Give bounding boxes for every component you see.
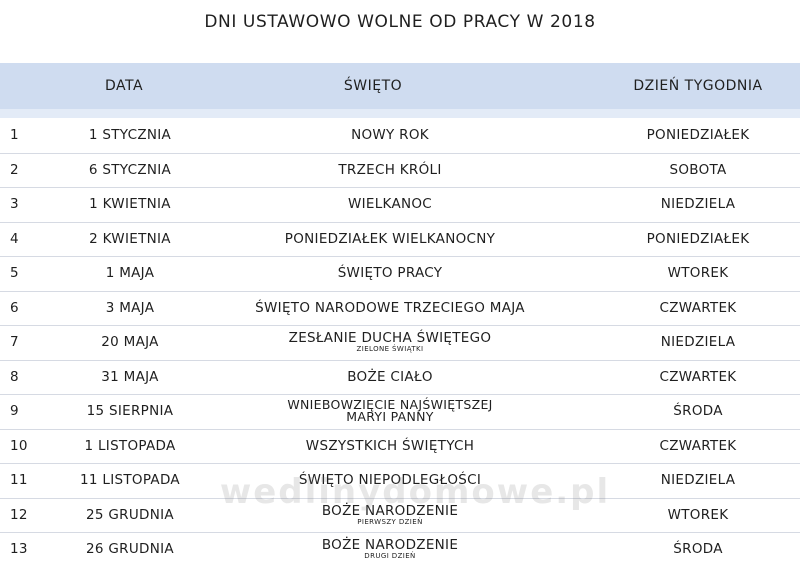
row-date: 20 MAJA bbox=[101, 334, 159, 350]
table-row: 12 25 GRUDNIA BOŻE NARODZENIE PIERWSZY DZ… bbox=[0, 498, 800, 533]
row-date: 31 MAJA bbox=[101, 368, 159, 385]
row-weekday: NIEDZIELA bbox=[660, 334, 736, 350]
holiday-name: WSZYSTKICH ŚWIĘTYCH bbox=[305, 437, 475, 454]
row-holiday: NOWY ROK bbox=[215, 118, 565, 152]
row-number: 6 bbox=[10, 299, 19, 316]
row-holiday: PONIEDZIAŁEK WIELKANOCNY bbox=[215, 222, 565, 256]
row-number: 13 bbox=[10, 541, 28, 557]
row-number: 4 bbox=[10, 230, 19, 247]
row-number: 2 bbox=[10, 161, 19, 178]
holiday-name: WNIEBOWZIĘCIE NAJŚWIĘTSZEJ MARYI PANNY bbox=[287, 396, 493, 424]
table-row: 8 31 MAJA BOŻE CIAŁO CZWARTEK bbox=[0, 360, 800, 395]
holiday-name: BOŻE CIAŁO bbox=[347, 368, 433, 385]
row-date: 25 GRUDNIA bbox=[86, 506, 174, 523]
holiday-name: ŚWIĘTO NIEPODLEGŁOŚCI bbox=[298, 472, 482, 488]
holiday-name: TRZECH KRÓLI bbox=[338, 161, 442, 178]
row-date: 6 STYCZNIA bbox=[88, 161, 172, 178]
row-number: 5 bbox=[10, 265, 19, 281]
row-weekday: WTOREK bbox=[667, 506, 729, 523]
row-date: 1 LISTOPADA bbox=[84, 437, 176, 454]
table-row: 6 3 MAJA ŚWIĘTO NARODOWE TRZECIEGO MAJA … bbox=[0, 291, 800, 326]
holiday-name: BOŻE NARODZENIE bbox=[321, 537, 459, 553]
row-number: 11 bbox=[10, 472, 28, 488]
row-holiday: TRZECH KRÓLI bbox=[215, 153, 565, 187]
row-weekday: PONIEDZIAŁEK bbox=[646, 127, 750, 143]
table-row: 5 1 MAJA ŚWIĘTO PRACY WTOREK bbox=[0, 256, 800, 292]
table-row: 9 15 SIERPNIA WNIEBOWZIĘCIE NAJŚWIĘTSZEJ… bbox=[0, 394, 800, 430]
row-holiday: ZESŁANIE DUCHA ŚWIĘTEGO ZIELONE ŚWIĄTKI bbox=[215, 325, 565, 359]
row-date: 2 KWIETNIA bbox=[89, 230, 171, 247]
holiday-subtitle: DRUGI DZIEŃ bbox=[364, 552, 416, 560]
row-date: 1 KWIETNIA bbox=[89, 196, 171, 212]
holiday-subtitle: PIERWSZY DZIEŃ bbox=[357, 517, 423, 526]
row-weekday: PONIEDZIAŁEK bbox=[646, 230, 750, 247]
table-row: 2 6 STYCZNIA TRZECH KRÓLI SOBOTA bbox=[0, 153, 800, 188]
row-weekday: NIEDZIELA bbox=[660, 472, 736, 488]
header-divider-band bbox=[0, 109, 800, 118]
row-date: 15 SIERPNIA bbox=[86, 403, 174, 419]
table-row: 7 20 MAJA ZESŁANIE DUCHA ŚWIĘTEGO ZIELONE… bbox=[0, 325, 800, 361]
row-number: 1 bbox=[10, 127, 19, 143]
table-row: 11 11 LISTOPADA ŚWIĘTO NIEPODLEGŁOŚCI NI… bbox=[0, 463, 800, 499]
row-weekday: ŚRODA bbox=[673, 403, 723, 419]
row-holiday: ŚWIĘTO NIEPODLEGŁOŚCI bbox=[215, 463, 565, 497]
holiday-name: WIELKANOC bbox=[347, 196, 433, 212]
holiday-name: ŚWIĘTO NARODOWE TRZECIEGO MAJA bbox=[255, 299, 525, 316]
row-holiday: ŚWIĘTO PRACY bbox=[215, 256, 565, 290]
row-date: 1 MAJA bbox=[105, 265, 155, 281]
header-holiday: ŚWIĘTO bbox=[343, 78, 403, 94]
holiday-name: BOŻE NARODZENIE bbox=[321, 502, 459, 519]
row-weekday: WTOREK bbox=[667, 265, 729, 281]
row-holiday: BOŻE NARODZENIE PIERWSZY DZIEŃ bbox=[215, 498, 565, 532]
row-date: 1 STYCZNIA bbox=[88, 127, 172, 143]
table-row: 4 2 KWIETNIA PONIEDZIAŁEK WIELKANOCNY PO… bbox=[0, 222, 800, 257]
table-row: 10 1 LISTOPADA WSZYSTKICH ŚWIĘTYCH CZWAR… bbox=[0, 429, 800, 464]
row-holiday: ŚWIĘTO NARODOWE TRZECIEGO MAJA bbox=[215, 291, 565, 325]
row-weekday: CZWARTEK bbox=[659, 368, 737, 385]
row-holiday: BOŻE CIAŁO bbox=[215, 360, 565, 394]
table-row: 13 26 GRUDNIA BOŻE NARODZENIE DRUGI DZIEŃ… bbox=[0, 532, 800, 567]
row-date: 3 MAJA bbox=[105, 299, 155, 316]
row-number: 9 bbox=[10, 403, 19, 419]
row-weekday: CZWARTEK bbox=[659, 437, 737, 454]
row-weekday: CZWARTEK bbox=[659, 299, 737, 316]
holiday-name: PONIEDZIAŁEK WIELKANOCNY bbox=[284, 230, 496, 247]
row-weekday: SOBOTA bbox=[669, 161, 727, 178]
holiday-name: ZESŁANIE DUCHA ŚWIĘTEGO bbox=[288, 330, 492, 346]
row-holiday: BOŻE NARODZENIE DRUGI DZIEŃ bbox=[215, 532, 565, 566]
row-weekday: ŚRODA bbox=[673, 541, 723, 557]
row-date: 26 GRUDNIA bbox=[86, 541, 174, 557]
page-title: DNI USTAWOWO WOLNE OD PRACY W 2018 bbox=[204, 12, 596, 32]
row-number: 7 bbox=[10, 334, 19, 350]
row-weekday: NIEDZIELA bbox=[660, 196, 736, 212]
row-number: 3 bbox=[10, 196, 19, 212]
row-number: 10 bbox=[10, 437, 28, 454]
row-holiday: WSZYSTKICH ŚWIĘTYCH bbox=[215, 429, 565, 463]
row-holiday: WIELKANOC bbox=[215, 187, 565, 221]
row-number: 8 bbox=[10, 368, 19, 385]
table-row: 3 1 KWIETNIA WIELKANOC NIEDZIELA bbox=[0, 187, 800, 223]
holiday-name: NOWY ROK bbox=[351, 127, 429, 143]
holiday-name: ŚWIĘTO PRACY bbox=[337, 265, 443, 281]
header-date: DATA bbox=[104, 78, 144, 94]
row-holiday: WNIEBOWZIĘCIE NAJŚWIĘTSZEJ MARYI PANNY bbox=[215, 394, 565, 428]
holiday-subtitle: ZIELONE ŚWIĄTKI bbox=[356, 345, 424, 353]
row-date: 11 LISTOPADA bbox=[80, 472, 180, 488]
table-row: 1 1 STYCZNIA NOWY ROK PONIEDZIAŁEK bbox=[0, 118, 800, 154]
row-number: 12 bbox=[10, 506, 28, 523]
header-day: DZIEŃ TYGODNIA bbox=[633, 78, 763, 94]
table-header: DATA ŚWIĘTO DZIEŃ TYGODNIA bbox=[0, 63, 800, 109]
